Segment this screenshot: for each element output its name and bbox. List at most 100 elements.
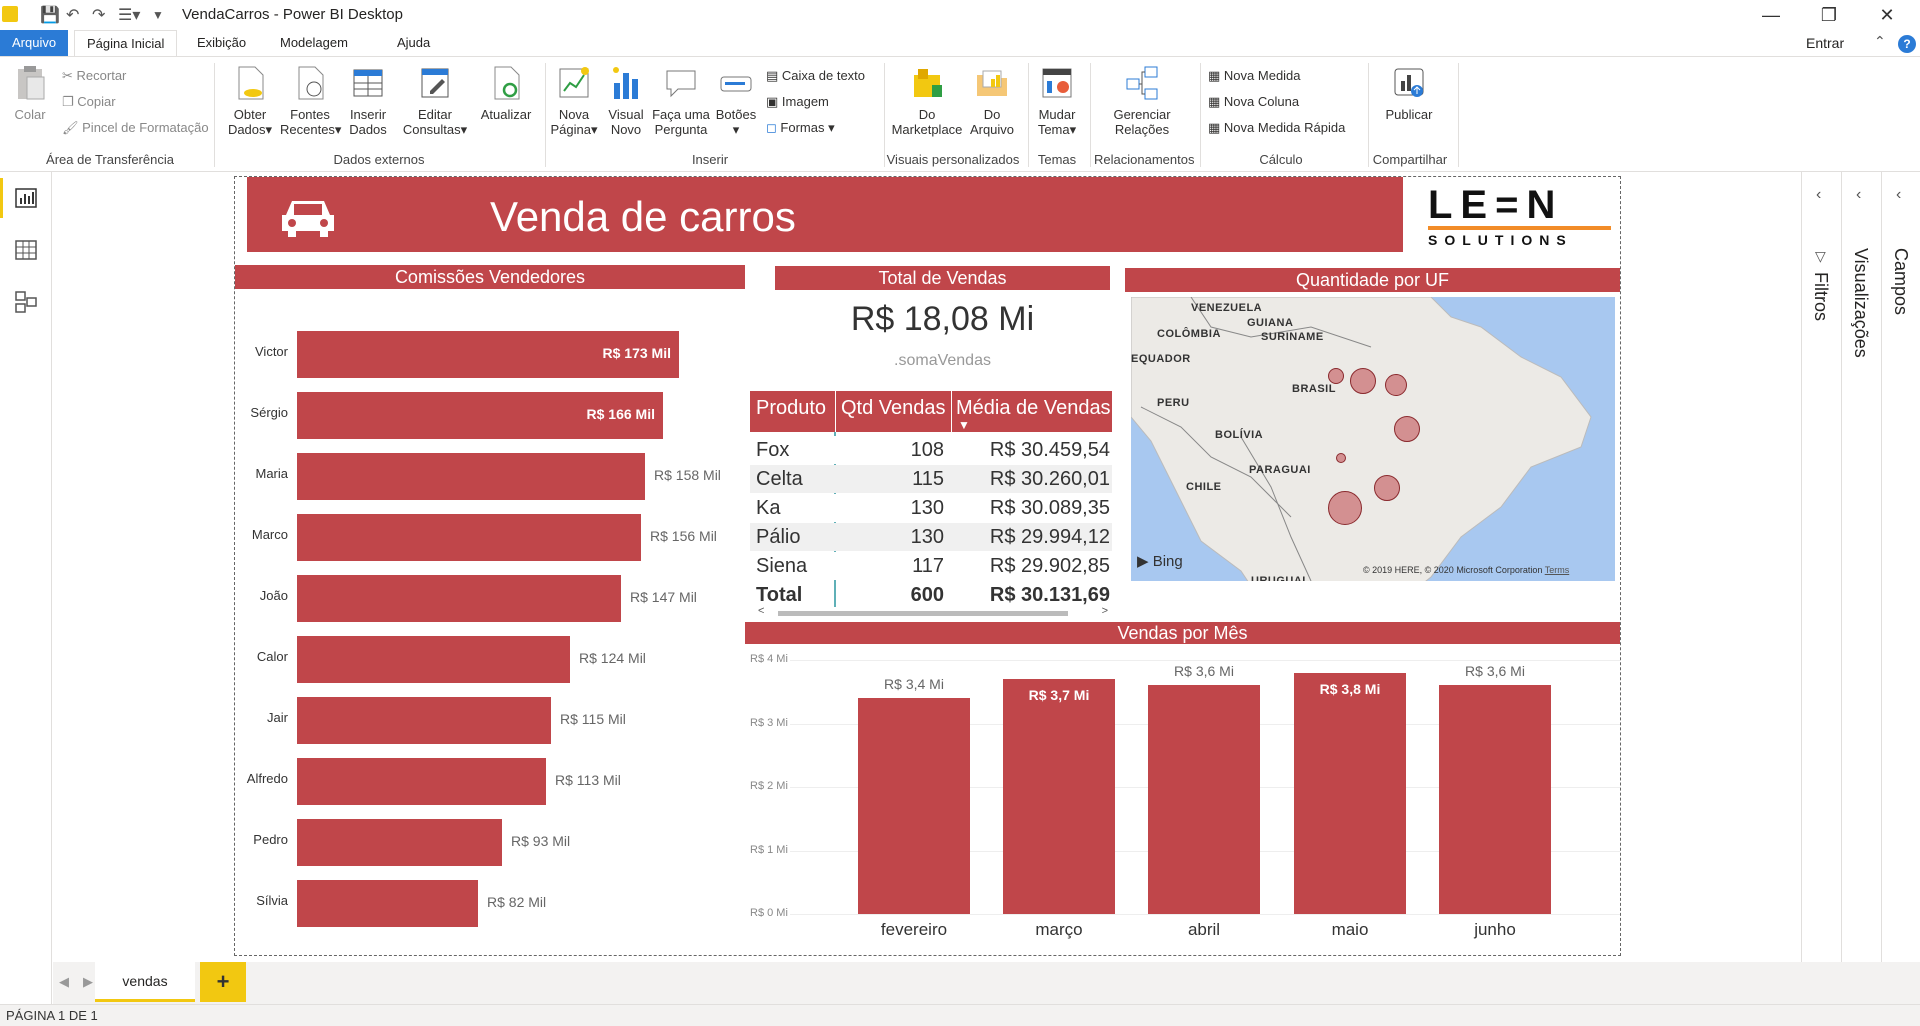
table-row[interactable]: Celta 115 R$ 30.260,01 — [750, 465, 1112, 493]
table-row[interactable]: Fox 108 R$ 30.459,54 — [750, 436, 1112, 464]
table-row[interactable]: Ka 130 R$ 30.089,35 — [750, 494, 1112, 522]
commission-bar[interactable] — [297, 880, 478, 927]
tab-exibicao[interactable]: Exibição — [197, 35, 247, 50]
visualizations-pane[interactable]: ‹ Visualizações — [1841, 172, 1881, 962]
commission-bar[interactable] — [297, 453, 645, 500]
publish-button[interactable]: Publicar — [1378, 65, 1440, 122]
buttons-button[interactable]: Botões ▾ — [714, 65, 758, 137]
map-bubble[interactable] — [1394, 416, 1420, 442]
scroll-right-icon[interactable]: > — [1101, 605, 1108, 617]
model-view-icon[interactable] — [14, 290, 38, 314]
quick-measure-button[interactable]: ▦ Nova Medida Rápida — [1208, 120, 1346, 135]
undo-icon[interactable]: ↶ — [66, 7, 80, 24]
new-column-button[interactable]: ▦ Nova Coluna — [1208, 94, 1300, 109]
add-page-button[interactable]: + — [200, 962, 246, 1002]
new-visual-button[interactable]: Visual Novo — [602, 65, 650, 137]
manage-relationships-button[interactable]: Gerenciar Relações — [1104, 65, 1180, 137]
table-header-produto[interactable]: Produto — [756, 397, 827, 419]
next-page-icon[interactable]: ▶ — [83, 974, 93, 989]
map-bubble[interactable] — [1385, 374, 1407, 396]
redo-icon[interactable]: ↷ — [92, 7, 106, 24]
y-tick-label: R$ 0 Mi — [750, 907, 788, 919]
map-country-label: GUIANA — [1247, 317, 1294, 329]
y-tick-label: R$ 4 Mi — [750, 653, 788, 665]
paste-button[interactable]: Colar — [10, 65, 50, 122]
fields-pane[interactable]: ‹ Campos — [1881, 172, 1920, 962]
report-view-icon[interactable] — [14, 186, 38, 210]
tab-pagina-inicial[interactable]: Página Inicial — [74, 30, 178, 56]
cut-button[interactable]: ✂ Recortar — [62, 68, 127, 83]
salesperson-name: Maria — [255, 466, 288, 481]
month-bar[interactable] — [858, 698, 970, 914]
customize-toolbar-icon[interactable]: ▼ — [152, 8, 164, 22]
tab-arquivo[interactable]: Arquivo — [0, 30, 69, 56]
collapse-visualizations-icon[interactable]: ‹ — [1856, 186, 1862, 203]
collapse-filters-icon[interactable]: ‹ — [1816, 186, 1822, 203]
measure-icon: ▦ — [1208, 68, 1221, 83]
commission-bar[interactable] — [297, 575, 621, 622]
page-tab-vendas[interactable]: vendas — [95, 962, 195, 1002]
help-icon[interactable]: ? — [1898, 35, 1916, 53]
save-icon[interactable]: 💾 — [40, 7, 60, 24]
map-bubble[interactable] — [1328, 368, 1344, 384]
recent-sources-button[interactable]: Fontes Recentes▾ — [280, 65, 341, 137]
commission-bar[interactable] — [297, 636, 570, 683]
table-header-media[interactable]: Média de Vendas — [956, 397, 1111, 419]
map-terms-link[interactable]: Terms — [1544, 565, 1570, 575]
get-data-button[interactable]: Obter Dados▾ — [224, 65, 276, 137]
fields-label[interactable]: Campos — [1891, 248, 1911, 316]
month-bar[interactable] — [1148, 685, 1260, 914]
copy-button[interactable]: ❐ Copiar — [62, 94, 116, 109]
shapes-button[interactable]: ◻ Formas ▾ — [766, 120, 835, 135]
minimize-button[interactable]: — — [1762, 5, 1780, 25]
edit-queries-button[interactable]: Editar Consultas▾ — [400, 65, 470, 137]
collapse-ribbon-icon[interactable]: ⌃ — [1874, 33, 1886, 49]
table-row[interactable]: Pálio 130 R$ 29.994,12 — [750, 523, 1112, 551]
map-bubble[interactable] — [1350, 368, 1376, 394]
image-button[interactable]: ▣ Imagem — [766, 94, 829, 109]
signin-button[interactable]: Entrar — [1806, 35, 1845, 51]
ask-question-button[interactable]: Faça uma Pergunta — [652, 65, 710, 137]
close-button[interactable]: ✕ — [1879, 5, 1895, 25]
new-measure-button[interactable]: ▦ Nova Medida — [1208, 68, 1301, 83]
commission-bar[interactable] — [297, 819, 502, 866]
from-marketplace-button[interactable]: Do Marketplace — [888, 65, 966, 137]
prev-page-icon[interactable]: ◀ — [59, 974, 69, 989]
month-bar[interactable] — [1003, 679, 1115, 914]
map-visual[interactable]: VENEZUELA GUIANA SURINAME COLÔMBIA EQUADOR PE… — [1131, 297, 1615, 581]
commission-value-label: R$ 82 Mil — [487, 894, 547, 910]
restore-button[interactable]: ❐ — [1820, 5, 1838, 25]
enter-data-button[interactable]: Inserir Dados — [344, 65, 392, 137]
visualizations-label[interactable]: Visualizações — [1851, 248, 1871, 358]
quick-access-icon[interactable]: ☰▾ — [118, 7, 141, 24]
table-header-qtd[interactable]: Qtd Vendas — [841, 397, 946, 419]
tab-ajuda[interactable]: Ajuda — [397, 35, 431, 50]
new-page-button[interactable]: Nova Página▾ — [550, 65, 598, 137]
collapse-fields-icon[interactable]: ‹ — [1896, 186, 1902, 203]
month-bar[interactable] — [1294, 673, 1406, 914]
commission-bar[interactable] — [297, 514, 641, 561]
refresh-button[interactable]: Atualizar — [478, 65, 534, 122]
map-bubble[interactable] — [1328, 491, 1362, 525]
month-bar[interactable] — [1439, 685, 1551, 914]
switch-theme-button[interactable]: Mudar Tema▾ — [1032, 65, 1082, 137]
commission-bar[interactable] — [297, 331, 679, 378]
table-icon — [353, 69, 383, 97]
map-bubble[interactable] — [1374, 475, 1400, 501]
format-painter-button[interactable]: 🖌 Pincel de Formatação — [62, 120, 209, 135]
get-data-icon — [238, 66, 264, 100]
table-scrollbar[interactable]: < > — [758, 605, 1108, 618]
commission-bar[interactable] — [297, 697, 551, 744]
commission-bar[interactable] — [297, 392, 663, 439]
from-file-button[interactable]: Do Arquivo — [966, 65, 1018, 137]
data-view-icon[interactable] — [14, 238, 38, 262]
commission-bar[interactable] — [297, 758, 546, 805]
scroll-left-icon[interactable]: < — [758, 605, 765, 617]
table-row[interactable]: Siena 117 R$ 29.902,85 — [750, 552, 1112, 580]
sort-desc-icon[interactable]: ▼ — [958, 418, 970, 432]
filters-pane[interactable]: ‹ ▽ Filtros — [1801, 172, 1841, 962]
filters-label[interactable]: Filtros — [1811, 272, 1831, 321]
map-bubble[interactable] — [1336, 453, 1346, 463]
tab-modelagem[interactable]: Modelagem — [280, 35, 348, 50]
textbox-button[interactable]: ▤ Caixa de texto — [766, 68, 866, 83]
